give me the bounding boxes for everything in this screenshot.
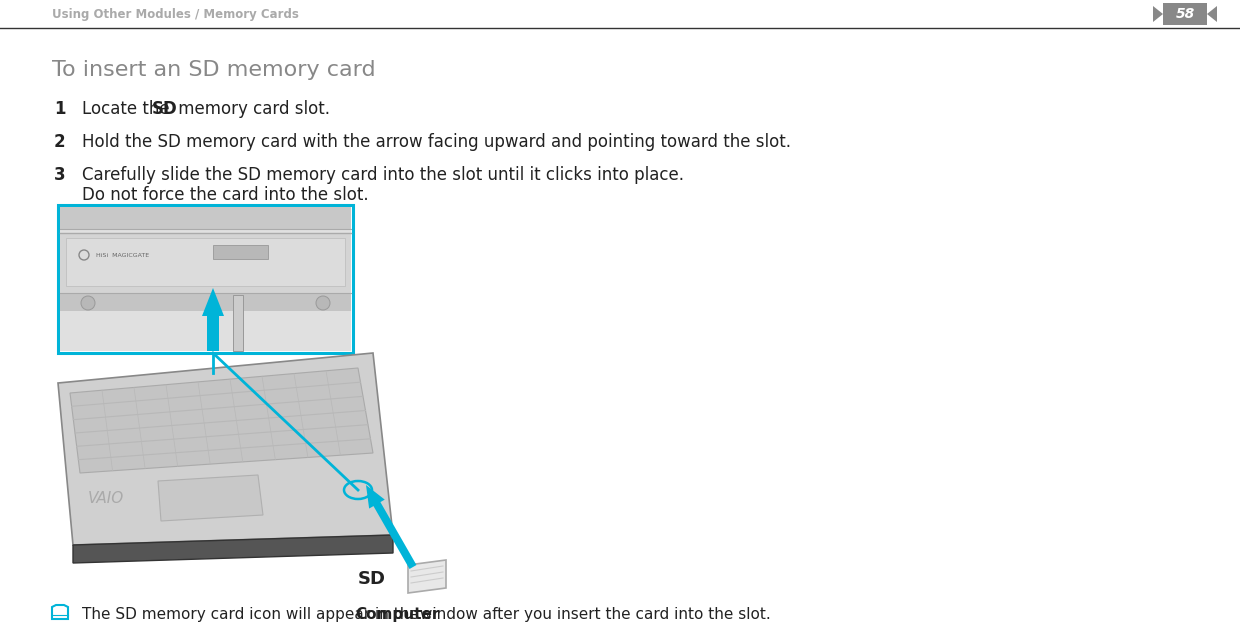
FancyBboxPatch shape (60, 233, 351, 293)
Polygon shape (69, 368, 373, 473)
Text: 2: 2 (55, 133, 66, 151)
Text: 1: 1 (55, 100, 66, 118)
Text: Carefully slide the SD memory card into the slot until it clicks into place.: Carefully slide the SD memory card into … (82, 166, 684, 184)
FancyBboxPatch shape (66, 238, 345, 286)
FancyBboxPatch shape (58, 205, 353, 353)
Text: Using Other Modules / Memory Cards: Using Other Modules / Memory Cards (52, 8, 299, 20)
FancyBboxPatch shape (233, 295, 243, 351)
Circle shape (316, 296, 330, 310)
FancyBboxPatch shape (60, 207, 351, 229)
Text: memory card slot.: memory card slot. (174, 100, 330, 118)
Text: SD: SD (153, 100, 177, 118)
Text: 58: 58 (1176, 7, 1194, 21)
Text: SD: SD (358, 570, 386, 588)
Text: Hold the SD memory card with the arrow facing upward and pointing toward the slo: Hold the SD memory card with the arrow f… (82, 133, 791, 151)
Circle shape (81, 296, 95, 310)
FancyBboxPatch shape (213, 245, 268, 259)
Text: window after you insert the card into the slot.: window after you insert the card into th… (415, 607, 771, 623)
Polygon shape (58, 353, 393, 545)
Text: HiSi  MAGICGATE: HiSi MAGICGATE (95, 253, 149, 257)
Text: Do not force the card into the slot.: Do not force the card into the slot. (82, 186, 368, 204)
Text: The SD memory card icon will appear in the: The SD memory card icon will appear in t… (82, 607, 424, 623)
Text: Computer: Computer (355, 607, 439, 623)
Text: SD: SD (243, 250, 254, 259)
Polygon shape (1153, 6, 1163, 22)
Polygon shape (202, 288, 224, 351)
Text: Locate the: Locate the (82, 100, 175, 118)
FancyBboxPatch shape (60, 207, 351, 351)
Text: To insert an SD memory card: To insert an SD memory card (52, 60, 376, 80)
FancyBboxPatch shape (1163, 3, 1207, 25)
Text: VAIO: VAIO (88, 490, 124, 506)
Text: 3: 3 (55, 166, 66, 184)
FancyBboxPatch shape (60, 293, 351, 311)
Polygon shape (73, 535, 393, 563)
Polygon shape (408, 560, 446, 593)
Polygon shape (366, 485, 417, 569)
Polygon shape (157, 475, 263, 521)
Polygon shape (1207, 6, 1216, 22)
